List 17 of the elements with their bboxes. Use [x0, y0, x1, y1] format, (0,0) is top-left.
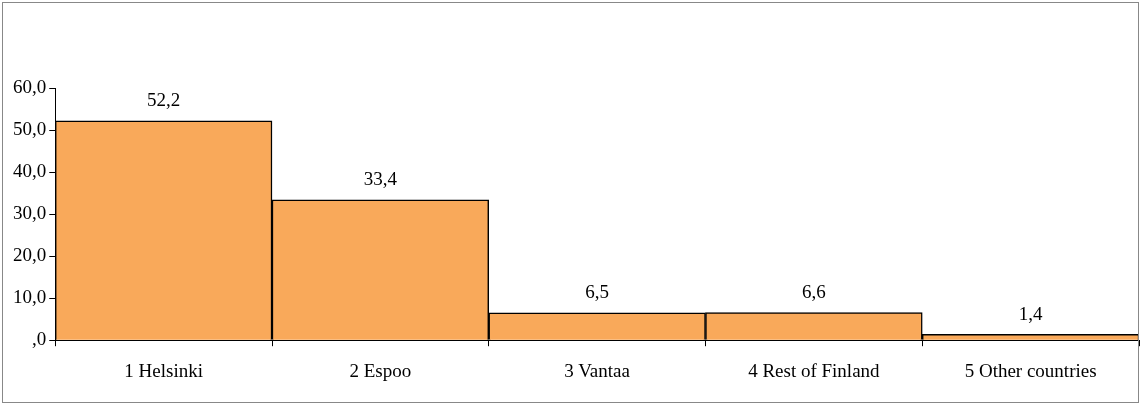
data-label: 6,5 [585, 281, 609, 303]
data-label: 1,4 [1018, 302, 1043, 324]
x-tick-label: 3 Vantaa [564, 359, 631, 381]
data-label: 6,6 [802, 280, 826, 302]
x-tick-label: 1 Helsinki [124, 359, 203, 381]
y-tick-label: 40,0 [13, 160, 47, 182]
y-tick-label: ,0 [32, 328, 47, 350]
y-tick-label: 30,0 [13, 202, 47, 224]
y-tick-label: 20,0 [13, 244, 47, 266]
data-label: 52,2 [147, 89, 181, 111]
x-tick-label: 5 Other countries [964, 359, 1097, 381]
y-tick-label: 50,0 [13, 118, 47, 140]
y-tick-label: 10,0 [13, 286, 47, 308]
x-tick-label: 2 Espoo [349, 359, 412, 381]
data-label: 33,4 [363, 168, 398, 190]
x-tick-label: 4 Rest of Finland [748, 359, 881, 381]
y-tick-label: 60,0 [13, 75, 47, 97]
